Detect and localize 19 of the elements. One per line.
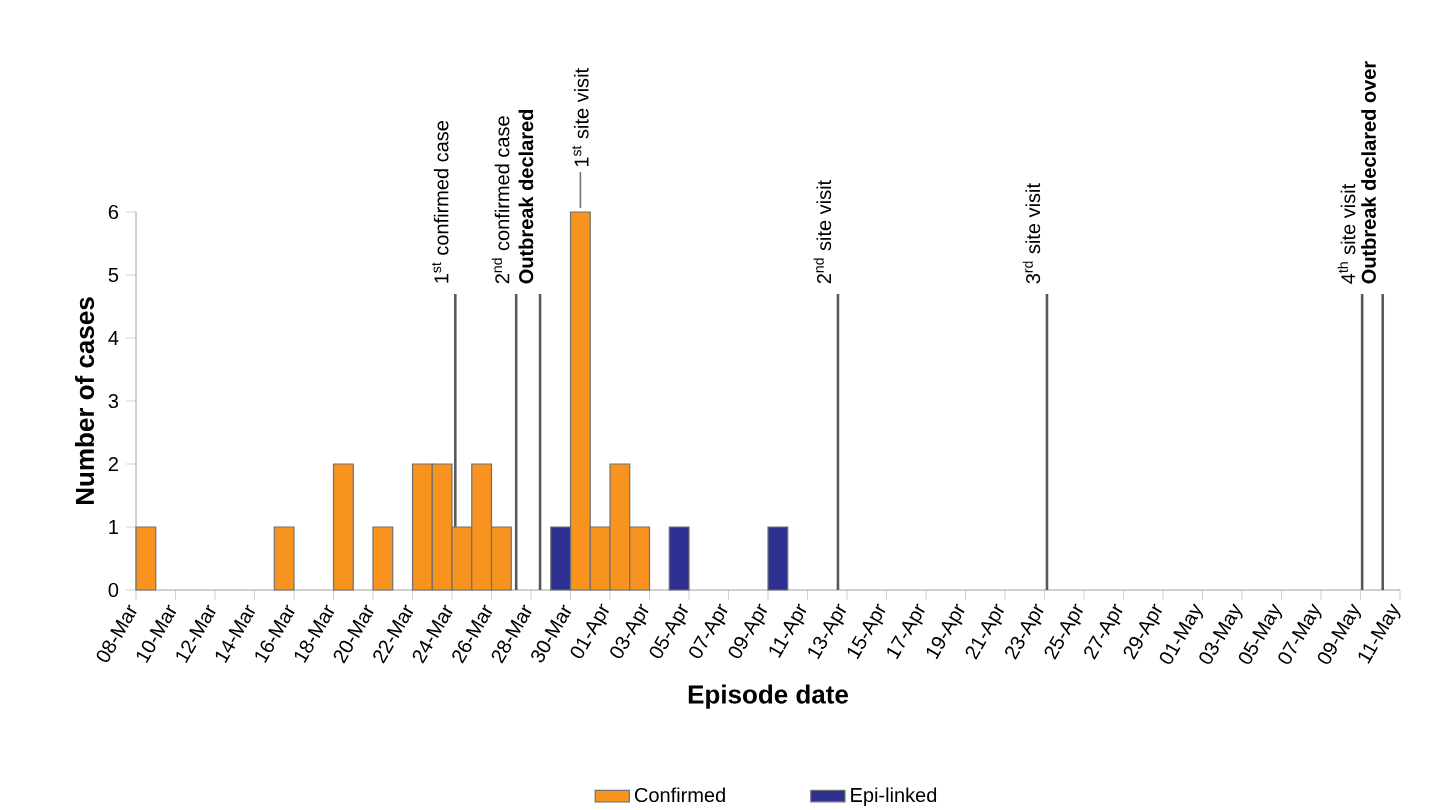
y-tick-label: 4 bbox=[108, 331, 119, 345]
annotation: 1$^{st}$ site visit bbox=[572, 68, 589, 167]
y-tick-label: 5 bbox=[108, 268, 119, 282]
legend-label: Epi-linked bbox=[851, 787, 937, 807]
y-tick-label: 0 bbox=[108, 582, 119, 598]
ref-line-label: 2$^{nd}$ site visit bbox=[813, 180, 832, 284]
ref-line-label: 1$^{st}$ confirmed case bbox=[432, 121, 449, 283]
ref-line-label: 3$^{rd}$ site visit bbox=[1022, 183, 1041, 284]
y-tick-label: 6 bbox=[108, 204, 119, 220]
y-tick-label: 3 bbox=[108, 393, 119, 409]
y-tick-label: 2 bbox=[108, 457, 118, 471]
y-tick-label: 1 bbox=[109, 520, 118, 534]
ref-line-label: 2$^{nd}$ confirmed case bbox=[491, 116, 510, 284]
ref-line-label: Outbreak declared over bbox=[1361, 61, 1376, 284]
y-axis-title: Number of cases bbox=[74, 297, 95, 505]
x-axis-title: Episode date bbox=[688, 684, 849, 709]
legend-label: Confirmed bbox=[634, 787, 725, 803]
ref-line-label: 4$^{th}$ site visit bbox=[1337, 183, 1356, 284]
ref-line-label: Outbreak declared bbox=[518, 109, 534, 284]
